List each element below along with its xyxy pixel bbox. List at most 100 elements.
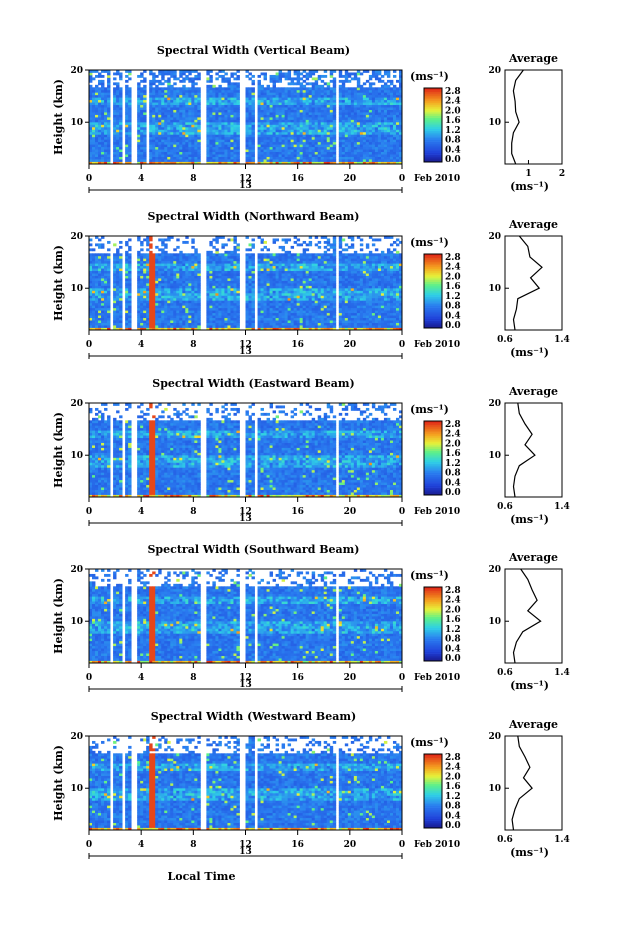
heatmap-cell [104,318,107,321]
heatmap-cell [378,142,381,145]
heatmap-cell [221,144,224,147]
heatmap-cell [92,159,95,162]
heatmap-cell [327,90,330,93]
heatmap-cell [89,142,92,145]
heatmap-cell [170,278,173,281]
heatmap-cell [107,129,110,132]
heatmap-cell [149,102,152,105]
heatmap-cell [215,276,218,279]
heatmap-cell [291,110,294,113]
heatmap-cell [372,134,375,137]
heatmap-cell [279,110,282,113]
heatmap-cell [155,288,158,291]
heatmap-cell [321,80,324,83]
heatmap-cell [185,241,188,244]
heatmap-cell [149,82,152,85]
heatmap-cell [182,139,185,142]
heatmap-cell [107,82,110,85]
heatmap-cell [95,102,98,105]
heatmap-cell [155,154,158,157]
heatmap-cell [167,134,170,137]
heatmap-cell [107,298,110,301]
heatmap-cell [89,320,92,323]
heatmap-cell [92,127,95,130]
heatmap-cell [173,273,176,276]
heatmap-cell [369,82,372,85]
heatmap-cell [318,119,321,122]
heatmap-cell [357,147,360,150]
heatmap-cell [176,281,179,284]
heatmap-cell [215,147,218,150]
heatmap-cell [246,92,249,95]
heatmap-cell [185,134,188,137]
heatmap-cell [227,82,230,85]
heatmap-cell [95,139,98,142]
heatmap-cell [315,90,318,93]
heatmap-cell [95,283,98,286]
heatmap-cell [176,144,179,147]
heatmap-cell [125,313,128,316]
heatmap-cell [188,152,191,155]
heatmap-cell [318,102,321,105]
heatmap-cell [191,266,194,269]
heatmap-cell [98,124,101,127]
heatmap-cell [246,313,249,316]
heatmap-cell [104,112,107,115]
heatmap-cell [318,149,321,152]
heatmap-cell [378,77,381,80]
heatmap-cell [182,90,185,93]
heatmap-cell [98,142,101,145]
heatmap-cell [215,271,218,274]
heatmap-cell [92,110,95,113]
heatmap-cell [387,137,390,140]
heatmap-cell [315,119,318,122]
heatmap-cell [152,268,155,271]
heatmap-cell [218,303,221,306]
heatmap-cell [125,75,128,78]
heatmap-cell [288,102,291,105]
heatmap-cell [95,325,98,328]
heatmap-cell [92,253,95,256]
heatmap-cell [155,281,158,284]
heatmap-cell [396,157,399,160]
colorbar-tick-label: 2.8 [445,87,461,97]
heatmap-cell [140,283,143,286]
heatmap-cell [393,137,396,140]
heatmap-cell [179,251,182,254]
profile-frame [505,70,562,164]
heatmap-cell [297,112,300,115]
heatmap-cell [113,90,116,93]
heatmap-cell [92,308,95,311]
heatmap-cell [119,75,122,78]
heatmap-cell [233,127,236,130]
heatmap-cell [185,298,188,301]
heatmap-cell [321,112,324,115]
heatmap-cell [125,142,128,145]
heatmap-cell [158,263,161,266]
heatmap-cell [351,147,354,150]
heatmap-cell [89,152,92,155]
heatmap-cell [128,248,131,251]
heatmap-cell [170,323,173,326]
heatmap-cell [140,268,143,271]
heatmap-cell [342,122,345,125]
heatmap-cell [143,92,146,95]
heatmap-cell [161,92,164,95]
heatmap-cell [294,110,297,113]
heatmap-cell [194,132,197,135]
heatmap-cell [116,92,119,95]
heatmap-cell [369,159,372,162]
heatmap-cell [315,117,318,120]
heatmap-cell [354,132,357,135]
heatmap-cell [107,149,110,152]
heatmap-cell [125,112,128,115]
heatmap-cell [227,127,230,130]
heatmap-cell [152,72,155,75]
heatmap-cell [95,256,98,259]
heatmap-cell [164,243,167,246]
heatmap-cell [119,293,122,296]
heatmap-cell [360,137,363,140]
heatmap-cell [209,149,212,152]
heatmap-cell [143,152,146,155]
heatmap-cell [206,149,209,152]
